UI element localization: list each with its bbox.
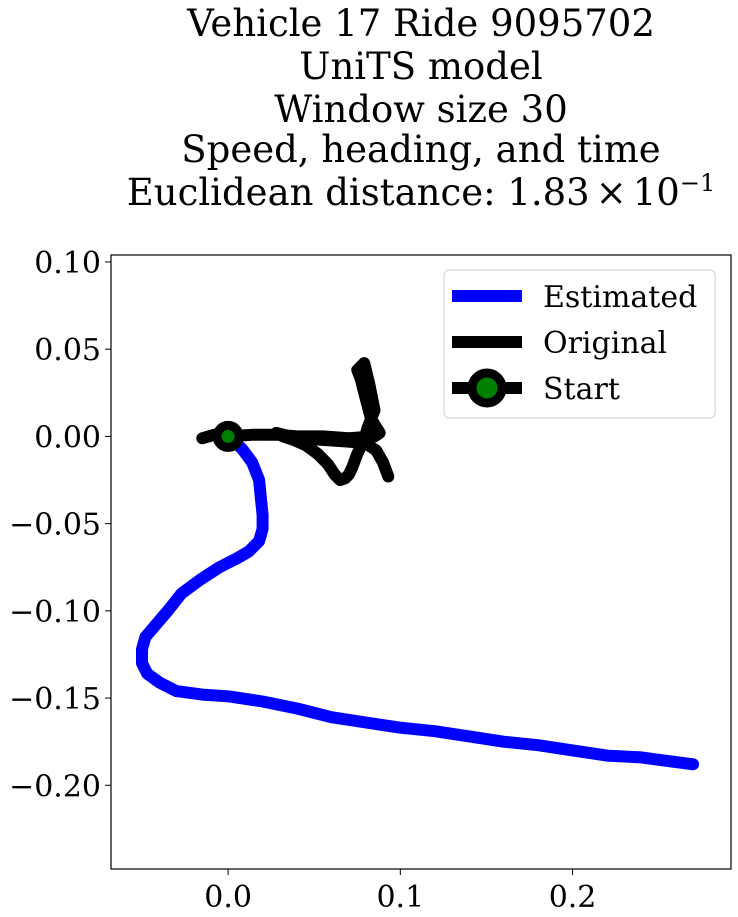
chart-title-line-3: Window size 30 xyxy=(274,88,568,131)
distance-exponent: −1 xyxy=(680,169,715,197)
start-marker xyxy=(212,420,244,452)
y-tick-label: −0.05 xyxy=(9,508,101,543)
legend-estimated-label: Estimated xyxy=(543,280,697,315)
chart-title-line-2: UniTS model xyxy=(299,45,542,88)
x-tick-label: 0.2 xyxy=(549,880,597,915)
legend-start-marker xyxy=(467,368,507,408)
x-tick-label: 0.1 xyxy=(376,880,424,915)
x-axis-ticks: 0.0 0.1 0.2 xyxy=(204,869,596,915)
chart-title-line-5: Euclidean distance: 1.83 × 10−1 xyxy=(127,169,715,214)
legend-start-label: Start xyxy=(543,372,620,407)
chart-title-line-1: Vehicle 17 Ride 9095702 xyxy=(186,2,655,45)
chart-title: Vehicle 17 Ride 9095702 UniTS model Wind… xyxy=(127,2,715,214)
plot-frame xyxy=(110,254,732,870)
y-tick-label: −0.10 xyxy=(9,595,101,630)
series-line-original xyxy=(196,357,395,486)
legend: Estimated Original Start xyxy=(443,269,716,419)
x-tick-label: 0.0 xyxy=(204,880,252,915)
distance-times: × xyxy=(596,171,627,214)
distance-prefix: Euclidean distance: xyxy=(127,171,508,214)
y-tick-label: 0.00 xyxy=(34,420,101,455)
y-tick-label: −0.20 xyxy=(9,769,101,804)
legend-original-label: Original xyxy=(543,326,667,361)
y-tick-label: 0.05 xyxy=(34,333,101,368)
distance-mantissa: 1.83 xyxy=(507,171,589,214)
legend-box xyxy=(443,269,716,419)
plot-series xyxy=(136,357,700,771)
distance-base: 10 xyxy=(633,171,680,214)
series-line-estimated xyxy=(136,430,700,771)
y-tick-label: 0.10 xyxy=(34,246,101,281)
chart-title-line-4: Speed, heading, and time xyxy=(181,128,660,171)
y-tick-label: −0.15 xyxy=(9,682,101,717)
y-axis-ticks: 0.10 0.05 0.00 −0.05 −0.10 −0.15 −0.20 xyxy=(9,246,111,804)
